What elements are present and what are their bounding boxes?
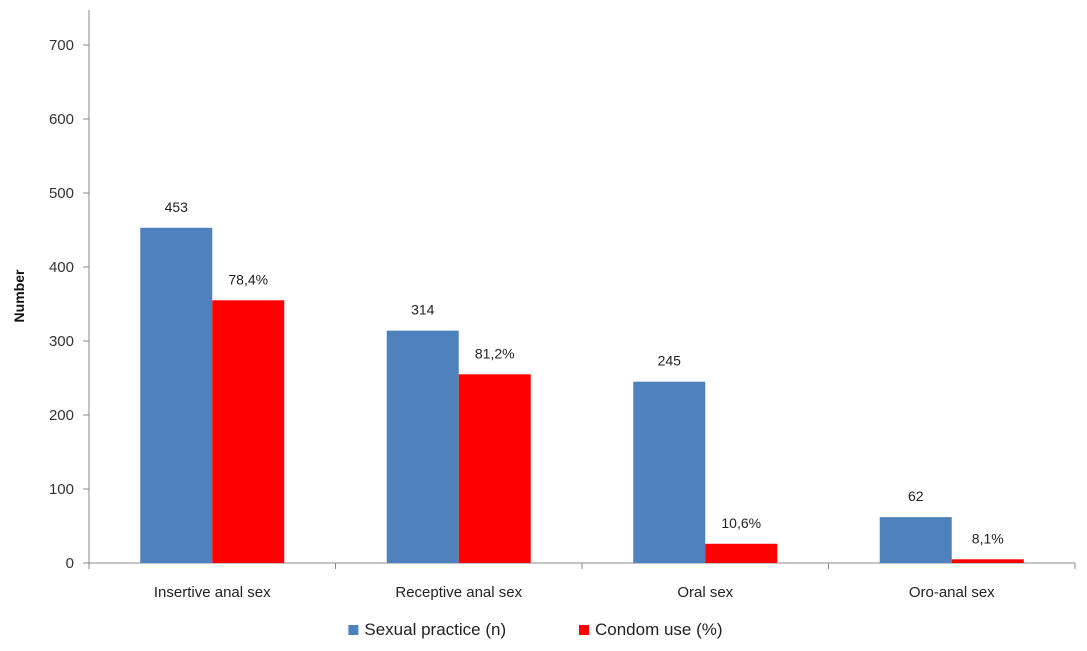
y-tick-label: 200: [49, 407, 74, 424]
bar-sexual-practice: [386, 330, 459, 563]
category-label: Oral sex: [677, 584, 733, 601]
bar-sexual-practice: [879, 517, 952, 563]
y-axis-title: Number: [11, 269, 27, 322]
data-label: 78,4%: [228, 271, 268, 287]
data-label: 62: [908, 488, 924, 504]
y-axis: 0 100 200 300 400 500 600 700: [49, 10, 90, 572]
legend-label: Condom use (%): [595, 620, 723, 639]
y-tick-label: 400: [49, 259, 74, 276]
y-tick-label: 700: [49, 37, 74, 54]
legend-label: Sexual practice (n): [364, 620, 506, 639]
data-label: 453: [165, 199, 189, 215]
data-labels: 453 78,4% 314 81,2% 245 10,6% 62 8,1%: [165, 199, 1004, 547]
bar-condom-use: [705, 543, 778, 563]
bar-condom-use: [212, 300, 285, 563]
data-label: 245: [658, 353, 682, 369]
data-label: 81,2%: [475, 345, 515, 361]
bar-sexual-practice: [633, 381, 706, 563]
category-label: Insertive anal sex: [154, 584, 271, 601]
bar-condom-use: [951, 559, 1024, 563]
data-label: 8,1%: [972, 530, 1004, 546]
y-tick-label: 500: [49, 185, 74, 202]
y-tick-label: 0: [66, 555, 74, 572]
data-label: 10,6%: [721, 515, 761, 531]
legend-swatch: [348, 625, 359, 635]
bars: [140, 227, 1024, 563]
bar-sexual-practice: [140, 227, 213, 563]
x-axis: Insertive anal sex Receptive anal sex Oral…: [88, 562, 1076, 601]
data-label: 314: [411, 302, 435, 318]
legend: Sexual practice (n) Condom use (%): [348, 620, 723, 639]
y-tick-label: 300: [49, 333, 74, 350]
category-label: Receptive anal sex: [395, 584, 522, 601]
legend-swatch: [579, 625, 589, 635]
bar-condom-use: [458, 374, 531, 563]
y-tick-label: 100: [49, 481, 74, 498]
y-tick-label: 600: [49, 111, 74, 128]
category-label: Oro-anal sex: [909, 584, 995, 601]
